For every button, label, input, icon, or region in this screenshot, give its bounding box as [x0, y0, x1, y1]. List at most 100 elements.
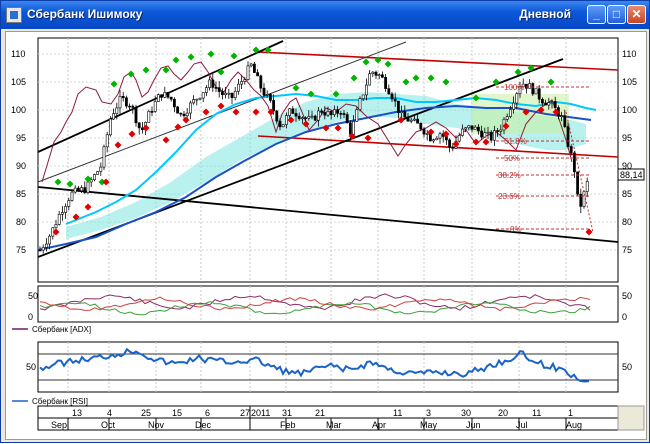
fractal-up-marker	[187, 53, 195, 61]
candle-body	[185, 112, 189, 117]
candle-body	[390, 93, 394, 100]
fractal-down-marker	[114, 141, 122, 149]
fractal-down-marker	[348, 132, 356, 140]
candle-body	[419, 122, 423, 130]
fractal-down-marker	[482, 138, 490, 146]
time-day-label: 21	[315, 408, 325, 418]
candle-body	[208, 79, 212, 88]
candle-body	[300, 117, 304, 120]
fractal-up-marker	[110, 80, 118, 88]
candle-body	[205, 87, 208, 93]
candle-body	[240, 81, 244, 85]
candle-body	[166, 92, 170, 98]
rsi-y-tick: 50	[622, 362, 632, 372]
time-day-label: 11	[532, 408, 541, 418]
maximize-button[interactable]: □	[607, 5, 626, 24]
candle-body	[377, 74, 381, 77]
candle-body	[173, 98, 176, 108]
candle-body	[54, 224, 58, 229]
candle-body	[150, 111, 154, 113]
adx-y-tick: 50	[622, 291, 632, 301]
fib-label-100: 100%	[504, 83, 524, 92]
fractal-up-marker	[384, 60, 392, 68]
close-button[interactable]: ✕	[627, 5, 646, 24]
candle-body	[512, 102, 516, 110]
candle-body	[336, 109, 340, 114]
y-tick-left: 85	[16, 189, 26, 199]
fib-label-382: 38.2%	[498, 171, 521, 180]
candle-body	[157, 94, 160, 102]
candle-body	[531, 83, 535, 95]
candle-body	[486, 131, 490, 134]
candle-body	[505, 116, 509, 120]
fib-zone	[471, 94, 569, 134]
candle-body	[563, 115, 567, 127]
candle-body	[374, 71, 378, 76]
candle-body	[80, 187, 84, 192]
candle-body	[576, 171, 580, 195]
candle-body	[179, 112, 183, 115]
candle-body	[109, 118, 112, 136]
candle-body	[77, 187, 80, 192]
candle-body	[67, 200, 71, 207]
candle-body	[41, 247, 45, 251]
candle-body	[246, 65, 250, 80]
candle-body	[272, 100, 276, 112]
candle-body	[192, 99, 196, 104]
horizontal-scrollbar[interactable]	[617, 405, 645, 431]
time-month-label: Jul	[516, 420, 528, 430]
candle-body	[400, 111, 404, 114]
candle-body	[316, 110, 320, 121]
candle-body	[460, 128, 464, 136]
y-tick-left: 95	[16, 133, 26, 143]
minimize-button[interactable]: _	[587, 5, 606, 24]
time-day-label: 11	[393, 408, 402, 418]
candle-body	[237, 83, 240, 92]
candle-body	[125, 97, 128, 107]
channel-bottom-line	[257, 135, 619, 158]
candle-body	[217, 87, 221, 92]
fractal-down-marker	[322, 124, 330, 132]
fractal-up-marker	[362, 58, 370, 66]
candle-body	[60, 212, 64, 215]
candle-body	[540, 98, 544, 104]
time-day-label: 3	[426, 408, 431, 418]
candle-body	[524, 83, 528, 89]
candle-body	[457, 135, 461, 142]
candle-body	[528, 83, 532, 89]
timeframe-label: Дневной	[519, 7, 571, 21]
candle-body	[182, 113, 186, 117]
fractal-down-marker	[267, 108, 275, 116]
ichimoku-cloud	[66, 92, 586, 239]
time-day-label: 4	[107, 408, 112, 418]
candle-body	[256, 72, 260, 77]
candle-body	[275, 110, 279, 122]
chart-canvas[interactable]: 100% 61.8% 50% 38.2% 23.6% 0% 110 105 10…	[5, 31, 647, 440]
title-bar[interactable]: Сбербанк Ишимоку Дневной _ □ ✕	[1, 1, 649, 29]
fractal-up-marker	[292, 84, 300, 92]
candle-body	[268, 94, 272, 101]
candle-body	[345, 114, 349, 124]
time-month-label: Dec	[195, 420, 212, 430]
y-tick-left: 75	[16, 245, 26, 255]
adx-y-tick-left: 50	[28, 291, 38, 301]
fractal-down-marker	[162, 136, 170, 144]
candle-body	[278, 120, 282, 128]
fractal-down-marker	[302, 120, 310, 128]
candle-body	[201, 92, 205, 99]
fractal-up-marker	[230, 52, 238, 60]
candle-body	[118, 95, 122, 109]
candle-body	[121, 95, 125, 99]
candle-body	[233, 90, 237, 98]
candle-body	[438, 133, 442, 139]
fractal-down-marker	[452, 140, 460, 148]
main-y-axis-right: 110 105 100 95 90 85 80 75	[622, 49, 637, 255]
candle-body	[294, 113, 298, 117]
time-day-label: 2011	[251, 408, 270, 418]
candle-body	[470, 125, 474, 130]
fractal-up-marker	[547, 78, 555, 86]
candle-body	[189, 102, 192, 114]
fractal-down-marker	[174, 123, 182, 131]
fib-label-50: 50%	[504, 154, 520, 163]
candle-body	[547, 102, 551, 106]
